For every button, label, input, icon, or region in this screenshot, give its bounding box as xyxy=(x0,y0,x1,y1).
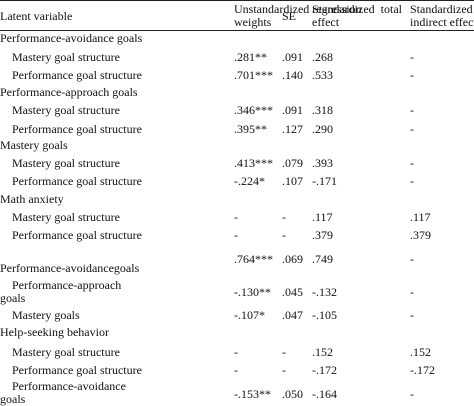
row-total: -.172 xyxy=(312,363,337,377)
row-weight: - xyxy=(234,363,238,377)
row-label: Mastery goals xyxy=(12,308,80,322)
row-weight: - xyxy=(234,228,238,242)
row-weight: -.224* xyxy=(234,174,265,188)
row-indirect: -.172 xyxy=(410,363,435,377)
row-se: .047 xyxy=(282,308,303,322)
row-indirect: - xyxy=(410,387,414,401)
row-se: .107 xyxy=(282,174,303,188)
row-weight: -.153** xyxy=(234,387,271,401)
row-weight: -.107* xyxy=(234,308,265,322)
row-indirect: - xyxy=(410,156,414,170)
group-label: Performance-avoidancegoals xyxy=(0,261,140,275)
row-label: Mastery goal structure xyxy=(12,50,120,64)
header-standardized-total: Standardized total effect xyxy=(312,2,402,29)
row-weight: .346*** xyxy=(234,103,273,117)
row-total: -.171 xyxy=(312,174,337,188)
row-se: .140 xyxy=(282,68,303,82)
row-label: Mastery goal structure xyxy=(12,345,120,359)
row-label: Performance-approach goals xyxy=(0,278,122,305)
row-se: - xyxy=(282,345,286,359)
header-se: SE xyxy=(282,9,297,23)
row-weight: - xyxy=(234,345,238,359)
row-indirect: - xyxy=(410,308,414,322)
row-indirect: - xyxy=(410,122,414,136)
row-se: - xyxy=(282,210,286,224)
row-label: Mastery goal structure xyxy=(12,156,120,170)
row-weight: .764*** xyxy=(234,252,273,266)
row-se: .069 xyxy=(282,252,303,266)
row-label: Performance goal structure xyxy=(12,174,142,188)
row-total: .290 xyxy=(312,122,333,136)
row-total: .393 xyxy=(312,156,333,170)
row-weight: - xyxy=(234,210,238,224)
group-label: Performance-avoidance goals xyxy=(0,31,143,45)
row-label: Performance goal structure xyxy=(12,68,142,82)
group-label: Math anxiety xyxy=(0,192,64,206)
row-se: .127 xyxy=(282,122,303,136)
header-latent-variable: Latent variable xyxy=(0,9,73,23)
row-weight: -.130** xyxy=(234,285,271,299)
row-se: .079 xyxy=(282,156,303,170)
row-se: .050 xyxy=(282,387,303,401)
row-indirect: - xyxy=(410,68,414,82)
row-indirect: - xyxy=(410,103,414,117)
group-label: Mastery goals xyxy=(0,138,68,152)
table-top-rule xyxy=(0,0,474,1)
row-label: Performance-avoidance goals xyxy=(0,379,126,406)
row-total: .152 xyxy=(312,345,333,359)
row-weight: .701*** xyxy=(234,68,273,82)
row-indirect: - xyxy=(410,174,414,188)
row-total: .318 xyxy=(312,103,333,117)
row-weight: .281** xyxy=(234,50,267,64)
row-label: Performance goal structure xyxy=(12,363,142,377)
group-label: Performance-approach goals xyxy=(0,85,138,99)
row-indirect: - xyxy=(410,252,414,266)
row-indirect: .152 xyxy=(410,345,431,359)
group-label: Help-seeking behavior xyxy=(0,325,109,339)
table-header-rule xyxy=(0,30,474,31)
row-label: Performance goal structure xyxy=(12,228,142,242)
row-indirect: - xyxy=(410,285,414,299)
row-indirect: - xyxy=(410,50,414,64)
row-label: Mastery goal structure xyxy=(12,103,120,117)
row-total: .117 xyxy=(312,210,333,224)
header-standardized-indirect: Standardized indirect effect xyxy=(410,2,474,29)
row-indirect: .379 xyxy=(410,228,431,242)
row-total: -.164 xyxy=(312,387,337,401)
row-label: Mastery goal structure xyxy=(12,210,120,224)
row-total: .749 xyxy=(312,252,333,266)
row-total: -.105 xyxy=(312,308,337,322)
row-se: .045 xyxy=(282,285,303,299)
row-weight: .395** xyxy=(234,122,267,136)
row-total: .379 xyxy=(312,228,333,242)
row-total: -.132 xyxy=(312,285,337,299)
row-total: .268 xyxy=(312,50,333,64)
row-se: - xyxy=(282,228,286,242)
row-label: Performance goal structure xyxy=(12,122,142,136)
header-unstandardized-weights: Unstandardized regression weights xyxy=(234,2,362,29)
row-weight: .413*** xyxy=(234,156,273,170)
row-indirect: .117 xyxy=(410,210,431,224)
row-total: .533 xyxy=(312,68,333,82)
row-se: .091 xyxy=(282,50,303,64)
row-se: .091 xyxy=(282,103,303,117)
row-se: - xyxy=(282,363,286,377)
